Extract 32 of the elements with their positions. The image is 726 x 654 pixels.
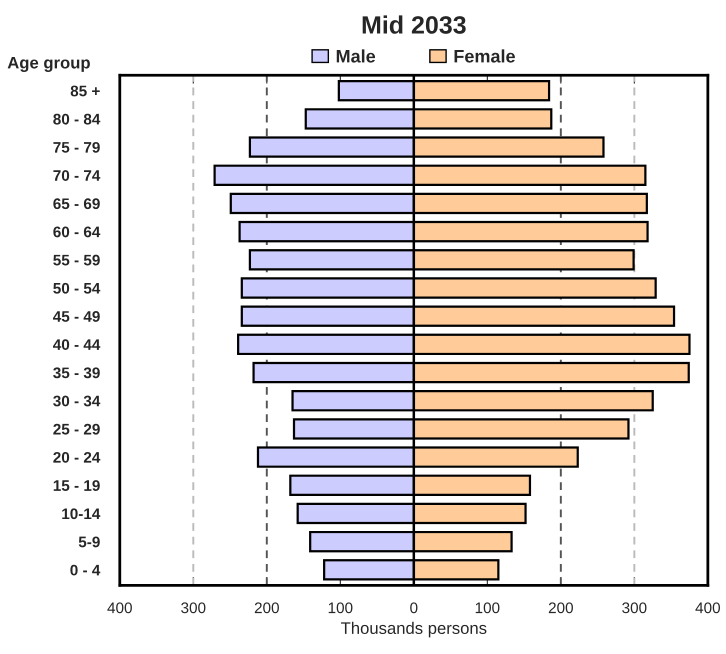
x-tick-label: 400 <box>107 602 132 614</box>
x-tick-label: 100 <box>328 602 352 614</box>
x-tick-label: 300 <box>181 602 206 614</box>
y-tick-label: 30 - 34 <box>53 396 100 406</box>
chart-title: Mid 2033 <box>362 15 466 34</box>
y-tick-label: 60 - 64 <box>53 226 100 238</box>
y-tick-label: 50 - 54 <box>53 282 100 294</box>
y-tick-label: 35 - 39 <box>53 367 100 378</box>
y-tick-label: 70 - 74 <box>53 170 100 181</box>
y-tick-label: 40 - 44 <box>53 339 100 350</box>
x-tick-label: 300 <box>622 602 646 614</box>
x-tick-label: 0 <box>410 602 418 614</box>
x-axis-title: Thousands persons <box>341 622 486 638</box>
y-tick-label: 75 - 79 <box>53 142 100 153</box>
y-tick-label: 20 - 24 <box>53 452 100 463</box>
y-tick-label: 0 - 4 <box>70 564 100 576</box>
y-tick-label: 65 - 69 <box>53 198 100 210</box>
y-axis-title: Age group <box>8 56 90 72</box>
y-tick-label: 55 - 59 <box>53 254 100 266</box>
x-tick-label: 200 <box>548 602 573 614</box>
y-tick-label: 80 - 84 <box>53 114 100 125</box>
x-tick-label: 100 <box>476 602 500 614</box>
x-tick-label: 200 <box>254 602 279 614</box>
y-tick-label: 10-14 <box>62 508 100 520</box>
y-tick-label: 5-9 <box>78 536 100 548</box>
y-tick-label: 15 - 19 <box>54 480 100 491</box>
legend-label: Male <box>336 49 376 63</box>
y-tick-label: 45 - 49 <box>53 311 100 322</box>
y-tick-label: 85 + <box>70 86 100 96</box>
legend-label: Female <box>454 49 515 63</box>
x-tick-label: 400 <box>695 602 720 614</box>
y-tick-label: 25 - 29 <box>53 424 100 435</box>
